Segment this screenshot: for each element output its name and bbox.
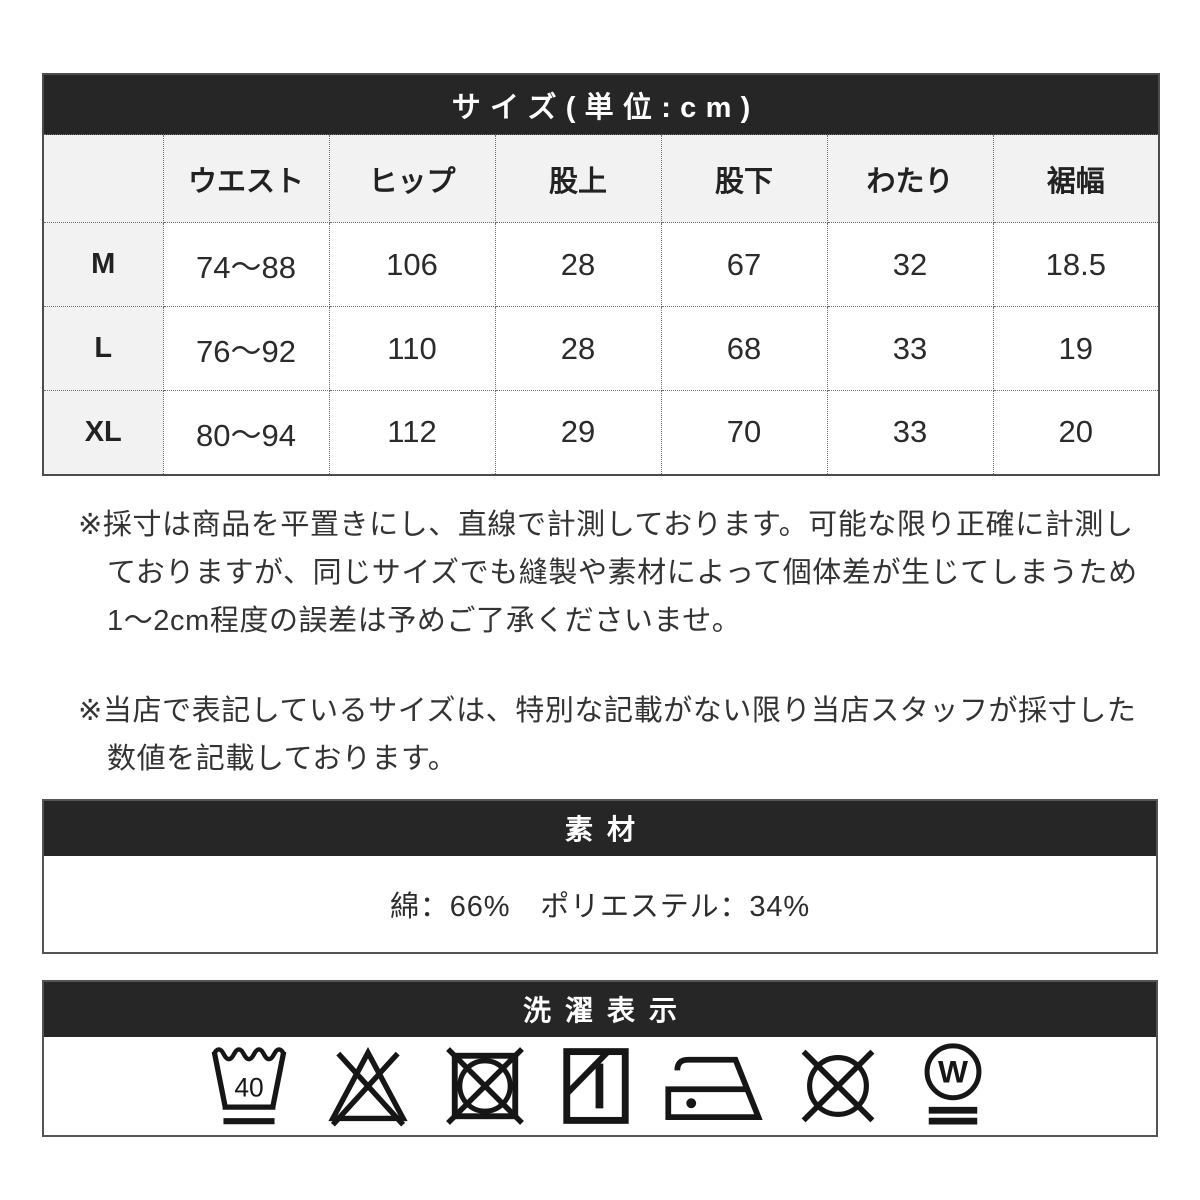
col-header-thigh: わたり (826, 134, 994, 223)
svg-text:40: 40 (234, 1072, 263, 1102)
table-row-xl: XL 80〜94 112 29 70 33 20 (42, 390, 1160, 475)
size-label-xl: XL (42, 390, 164, 475)
cell-xl-hip: 112 (328, 390, 496, 475)
cell-l-thigh: 33 (826, 306, 994, 391)
size-table: サイズ(単位:cm) ウエスト ヒップ 股上 股下 わたり 裾幅 M 74〜88… (42, 73, 1161, 476)
cell-m-rise: 28 (494, 222, 662, 307)
size-label-l: L (42, 306, 164, 391)
staff-measured-note: ※当店で表記しているサイズは、特別な記載がない限り当店スタッフが採寸した 数値を… (42, 687, 1158, 783)
note-line: 数値を記載しております。 (107, 742, 458, 775)
table-row-m: M 74〜88 106 28 67 32 18.5 (42, 222, 1160, 307)
no-bleach-icon (328, 1046, 408, 1127)
wash-40-gentle-icon: 40 (211, 1046, 287, 1124)
cell-l-hem: 19 (992, 306, 1160, 391)
laundry-icons-row: 40 (44, 1036, 1156, 1135)
cell-xl-thigh: 33 (826, 390, 994, 475)
size-table-header-row: ウエスト ヒップ 股上 股下 わたり 裾幅 (42, 134, 1160, 223)
material-section: 素材 綿：66% ポリエステル：34% (42, 798, 1158, 954)
size-table-title: サイズ(単位:cm) (42, 73, 1160, 135)
cell-m-waist: 74〜88 (162, 222, 330, 307)
cell-xl-waist: 80〜94 (162, 390, 330, 475)
col-header-inseam: 股下 (660, 134, 828, 223)
material-content: 綿：66% ポリエステル：34% (44, 855, 1156, 952)
cell-xl-inseam: 70 (660, 390, 828, 475)
col-header-rise: 股上 (494, 134, 662, 223)
laundry-section-title: 洗濯表示 (44, 981, 1156, 1037)
col-header-hip: ヒップ (328, 134, 496, 223)
svg-text:W: W (938, 1053, 968, 1089)
laundry-section: 洗濯表示 40 (42, 979, 1158, 1137)
cell-xl-rise: 29 (494, 390, 662, 475)
cell-m-hip: 106 (328, 222, 496, 307)
cell-l-rise: 28 (494, 306, 662, 391)
cell-l-hip: 110 (328, 306, 496, 391)
size-label-m: M (42, 222, 164, 307)
material-section-title: 素材 (44, 800, 1156, 856)
corner-cell (42, 134, 164, 223)
note-line: ※当店で表記しているサイズは、特別な記載がない限り当店スタッフが採寸した (78, 694, 1137, 727)
cell-m-inseam: 67 (660, 222, 828, 307)
drip-dry-in-shade-icon (563, 1047, 629, 1124)
cell-m-hem: 18.5 (992, 222, 1160, 307)
cell-m-thigh: 32 (826, 222, 994, 307)
cell-l-inseam: 68 (660, 306, 828, 391)
measurement-disclaimer-note: ※採寸は商品を平置きにし、直線で計測しております。可能な限り正確に計測し ており… (42, 501, 1158, 645)
col-header-hem: 裾幅 (992, 134, 1160, 223)
col-header-waist: ウエスト (162, 134, 330, 223)
note-line: ※採寸は商品を平置きにし、直線で計測しております。可能な限り正確に計測し (78, 508, 1134, 541)
iron-low-heat-icon (665, 1056, 763, 1120)
product-info-page: サイズ(単位:cm) ウエスト ヒップ 股上 股下 わたり 裾幅 M 74〜88… (42, 0, 1161, 1137)
cell-l-waist: 76〜92 (162, 306, 330, 391)
table-row-l: L 76〜92 110 28 68 33 19 (42, 306, 1160, 391)
size-table-title-row: サイズ(単位:cm) (42, 73, 1160, 135)
no-dry-clean-icon (801, 1049, 875, 1122)
note-line: 1〜2cm程度の誤差は予めご了承くださいませ。 (107, 604, 742, 637)
no-tumble-dry-icon (446, 1046, 524, 1125)
wet-clean-very-gentle-icon: W (924, 1042, 982, 1124)
note-line: ておりますが、同じサイズでも縫製や素材によって個体差が生じてしまうため (107, 556, 1138, 589)
cell-xl-hem: 20 (992, 390, 1160, 475)
